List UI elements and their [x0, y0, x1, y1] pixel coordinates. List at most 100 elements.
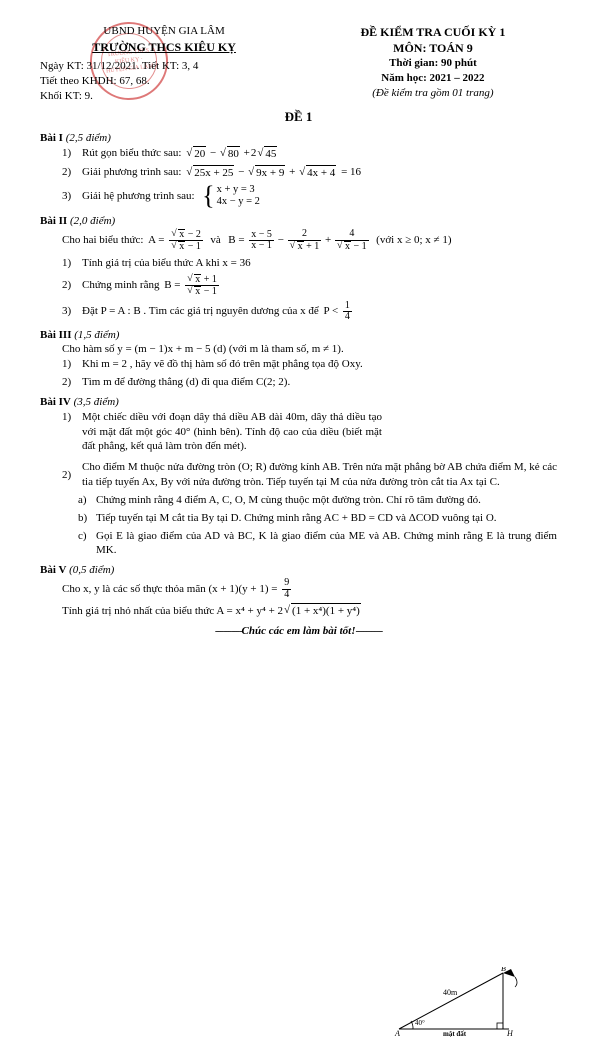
b5-sqrt-body: (1 + x⁴)(1 + y⁴) [291, 603, 361, 619]
b2-q3-text-b: P < [323, 304, 338, 319]
b3-q1: 1)Khi m = 2 , hãy vẽ đồ thị hàm số đó tr… [62, 357, 557, 372]
b1-q3-eq2: 4x − y = 2 [217, 196, 260, 209]
b2-B3-num: 4 [335, 229, 369, 241]
b4-b-text: Tiếp tuyến tại M cắt tia By tại D. Chứng… [96, 511, 497, 526]
b5-line2: Tính giá trị nhỏ nhất của biểu thức A = … [62, 603, 557, 619]
b1-q1-text: Rút gọn biểu thức sau: [82, 146, 181, 161]
b1-q1-c: 2 [251, 146, 257, 161]
b2-q1-text: Tính giá trị của biểu thức A khi x = 36 [82, 256, 251, 271]
b1-q1-r2: 80 [227, 146, 240, 162]
b2-A-num-a: x [178, 229, 185, 241]
section-4-title: Bài IV [40, 396, 71, 408]
b2-q3-frac: 14 [343, 301, 352, 323]
b4-q1-text: Một chiếc diều với đoạn dây thả diều AB … [82, 410, 382, 455]
b2-B2-den-a: x [297, 241, 304, 253]
b2-A-den-a: x [178, 241, 185, 253]
b1-q1-label: 1) [62, 146, 82, 161]
b4-b: b)Tiếp tuyến tại M cắt tia By tại D. Chứ… [78, 511, 557, 526]
fig-angle: 40° [415, 1019, 425, 1027]
b2-q2-num-b: + 1 [204, 274, 217, 285]
section-4: Bài IV (3,5 điểm) 1) Một chiếc diều với … [40, 395, 557, 558]
header-right: ĐỀ KIỂM TRA CUỐI KỲ 1 MÔN: TOÁN 9 Thời g… [309, 24, 557, 104]
b4-c: c)Gọi E là giao điểm của AD và BC, K là … [78, 529, 557, 559]
b1-q3-eq1: x + y = 3 [217, 184, 260, 197]
fig-A: A [394, 1029, 400, 1037]
b2-B1: x − 5x − 1 [249, 230, 274, 252]
section-1-points: (2,5 điểm) [66, 132, 111, 144]
exam-title: ĐỀ KIỂM TRA CUỐI KỲ 1 [309, 24, 557, 40]
section-2-title: Bài II [40, 215, 67, 227]
b2-q2: 2) Chứng minh rằng B = x + 1 x − 1 [62, 274, 557, 298]
b2-and: và [210, 233, 220, 248]
b1-q1-r3: 45 [264, 146, 277, 162]
b2-B3-den-a: x [344, 241, 351, 253]
section-2: Bài II (2,0 điểm) Cho hai biểu thức: A =… [40, 214, 557, 323]
b4-a-text: Chứng minh rằng 4 điểm A, C, O, M cùng t… [96, 493, 481, 508]
b1-q2-label: 2) [62, 165, 82, 180]
header-left: UBND HUYỆN GIA LÂM TRƯỜNG THCS KIÊU KỴ N… [40, 24, 288, 104]
b5-f-num: 9 [282, 578, 291, 590]
b2-q2-frac: x + 1 x − 1 [185, 274, 219, 298]
b5-line2-text: Tính giá trị nhỏ nhất của biểu thức A = … [62, 604, 283, 619]
b3-q2: 2)Tìm m để đường thẳng (d) đi qua điểm C… [62, 375, 557, 390]
b2-B3: 4x − 1 [335, 229, 369, 252]
b1-q2-text: Giải phương trình sau: [82, 165, 181, 180]
b1-q1-r1: 20 [193, 146, 206, 162]
exam-block: Khối KT: 9. [40, 89, 288, 104]
b2-q2-den-a: x [194, 286, 201, 298]
kite-figure: 40m 40° A B H mặt đất [391, 967, 521, 1037]
exam-subject: MÔN: TOÁN 9 [309, 40, 557, 56]
b3-q1-text: Khi m = 2 , hãy vẽ đồ thị hàm số đó trên… [82, 357, 363, 372]
b2-intro: Cho hai biểu thức: A = x − 2 x − 1 và B … [62, 229, 557, 253]
section-1-title: Bài I [40, 132, 63, 144]
exam-date: Ngày KT: 31/12/2021. Tiết KT: 3, 4 [40, 59, 288, 74]
b1-q2-a: 25x + 25 [193, 165, 234, 181]
exam-schedule: Tiết theo KHDH: 67, 68. [40, 74, 288, 89]
b2-q3-text-a: Đặt P = A : B . Tìm các giá trị nguyên d… [82, 304, 319, 319]
b1-q1: 1) Rút gọn biểu thức sau: 20 − 80 + 2 45 [62, 146, 557, 162]
b1-q3-text: Giải hệ phương trình sau: [82, 189, 195, 204]
b1-q2: 2) Giải phương trình sau: 25x + 25 − 9x … [62, 165, 557, 181]
section-5-points: (0,5 điểm) [69, 564, 114, 576]
b2-B2-den-b: + 1 [306, 241, 319, 252]
b2-B3-den-b: − 1 [354, 241, 367, 252]
b4-b-label: b) [78, 511, 96, 526]
footer: Chúc các em làm bài tốt! [40, 624, 557, 639]
fig-len: 40m [443, 988, 458, 997]
section-3: Bài III (1,5 điểm) Cho hàm số y = (m − 1… [40, 328, 557, 390]
b2-q2-B: B = [164, 278, 180, 293]
b1-q2-b: 9x + 9 [255, 165, 285, 181]
b2-q2-num-a: x [194, 274, 201, 286]
b2-B-lhs: B = [228, 233, 244, 248]
b2-A-den-b: − 1 [188, 241, 201, 252]
b4-q2-label: 2) [62, 468, 82, 483]
exam-time: Thời gian: 90 phút [309, 56, 557, 71]
fig-H: H [506, 1029, 514, 1037]
b2-intro-text: Cho hai biểu thức: [62, 233, 143, 248]
exam-year: Năm học: 2021 – 2022 [309, 71, 557, 86]
section-4-points: (3,5 điểm) [74, 396, 119, 408]
b4-a-label: a) [78, 493, 96, 508]
fig-ground: mặt đất [443, 1030, 467, 1037]
b2-q1: 1) Tính giá trị của biểu thức A khi x = … [62, 256, 557, 271]
b4-c-text: Gọi E là giao điểm của AD và BC, K là gi… [96, 529, 557, 559]
b2-A-lhs: A = [148, 233, 164, 248]
b2-q3-label: 3) [62, 304, 82, 319]
b5-line1: Cho x, y là các số thực thỏa mãn (x + 1)… [62, 578, 557, 600]
exam-note: (Đề kiểm tra gồm 01 trang) [309, 86, 557, 101]
section-3-title: Bài III [40, 329, 72, 341]
authority: UBND HUYỆN GIA LÂM [40, 24, 288, 39]
b4-q2: 2) Cho điểm M thuộc nửa đường tròn (O; R… [62, 460, 557, 490]
b2-B2: 2x + 1 [288, 229, 322, 252]
section-2-points: (2,0 điểm) [70, 215, 115, 227]
b3-q1-label: 1) [62, 357, 82, 372]
school-name: TRƯỜNG THCS KIÊU KỴ [40, 39, 288, 55]
b4-q1-label: 1) [62, 410, 82, 455]
b2-A-num-b: − 2 [188, 229, 201, 240]
b2-q2-den-b: − 1 [204, 286, 217, 297]
fig-B: B [501, 967, 506, 973]
b2-cond: (với x ≥ 0; x ≠ 1) [376, 233, 451, 248]
section-3-points: (1,5 điểm) [74, 329, 119, 341]
b2-q1-label: 1) [62, 256, 82, 271]
b2-q3: 3) Đặt P = A : B . Tìm các giá trị nguyê… [62, 301, 557, 323]
